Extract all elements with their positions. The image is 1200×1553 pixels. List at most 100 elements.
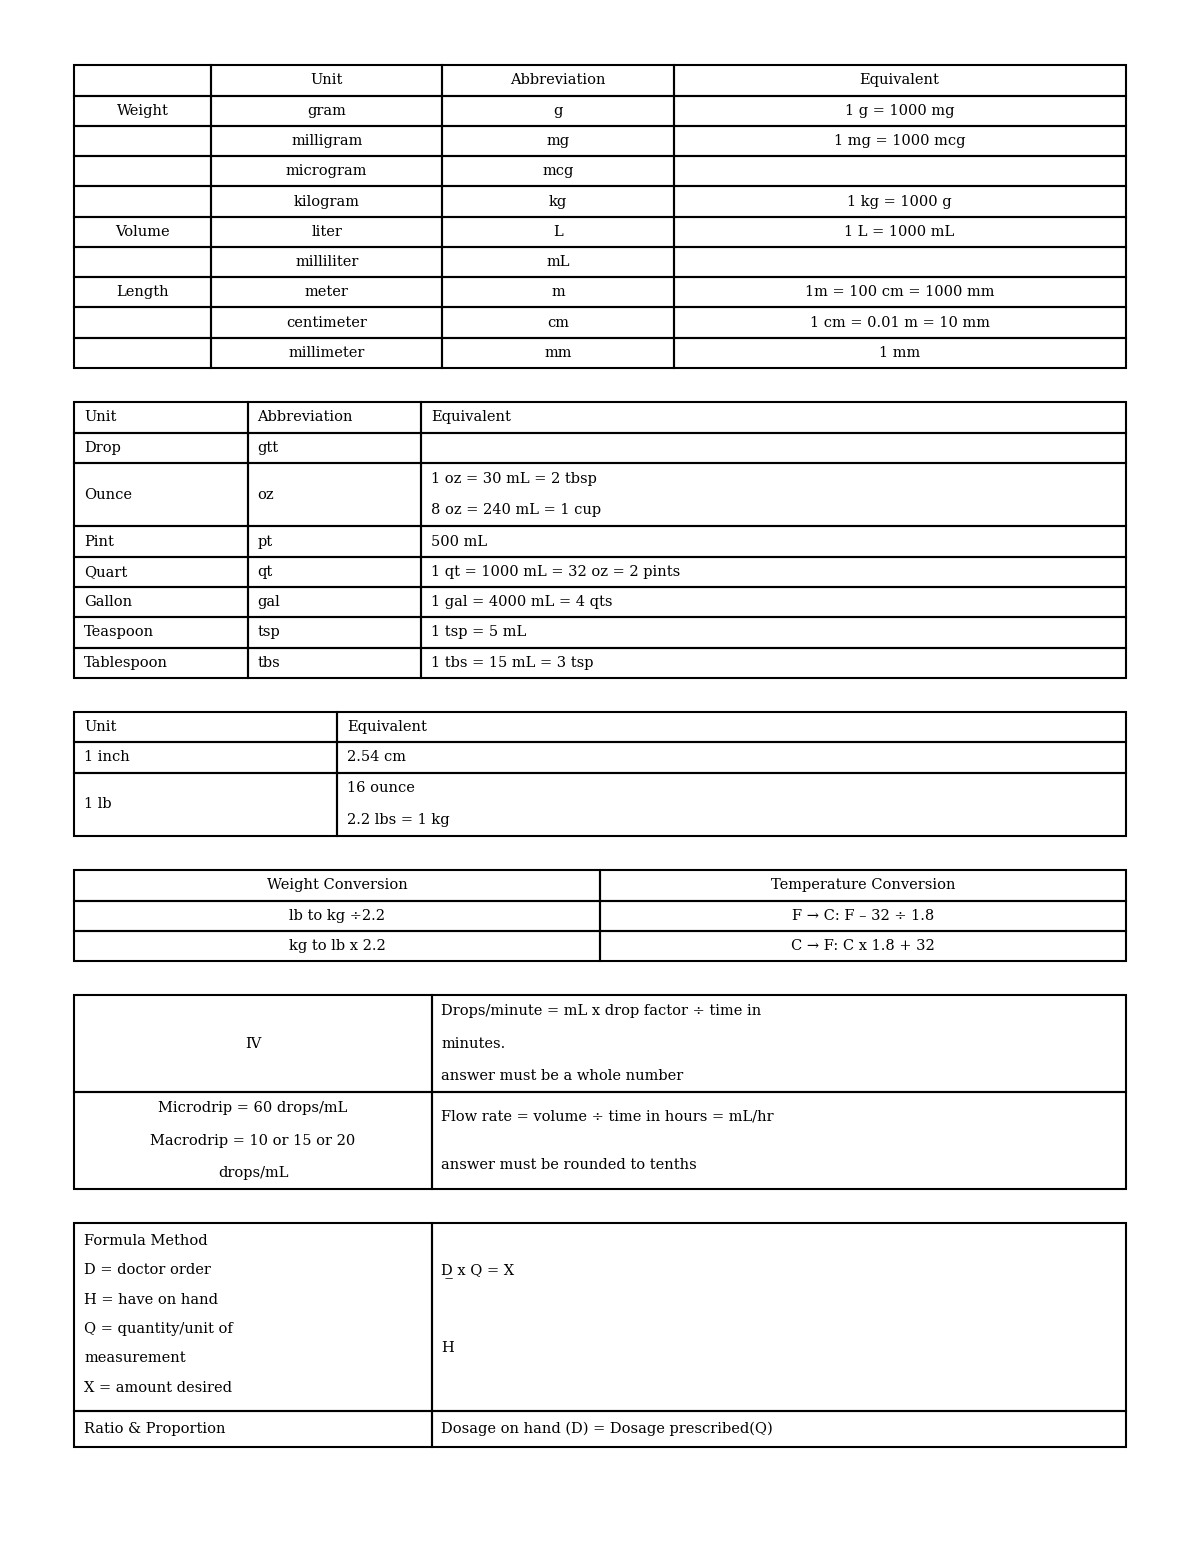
Bar bbox=[673, 126, 1126, 155]
Text: Unit: Unit bbox=[84, 721, 116, 735]
Bar bbox=[74, 930, 600, 961]
Bar bbox=[443, 96, 673, 126]
Text: 2.2 lbs = 1 kg: 2.2 lbs = 1 kg bbox=[347, 814, 450, 828]
Bar bbox=[421, 526, 1126, 556]
Bar bbox=[248, 526, 421, 556]
Text: Weight: Weight bbox=[116, 104, 169, 118]
Text: Tablespoon: Tablespoon bbox=[84, 655, 168, 669]
Text: m: m bbox=[551, 286, 565, 300]
Bar bbox=[74, 337, 211, 368]
Text: 1 qt = 1000 mL = 32 oz = 2 pints: 1 qt = 1000 mL = 32 oz = 2 pints bbox=[431, 565, 680, 579]
Text: measurement: measurement bbox=[84, 1351, 186, 1365]
Bar bbox=[673, 247, 1126, 276]
Bar bbox=[600, 870, 1126, 901]
Text: mm: mm bbox=[545, 346, 571, 360]
Bar bbox=[74, 216, 211, 247]
Bar bbox=[432, 995, 1126, 1092]
Text: X = amount desired: X = amount desired bbox=[84, 1381, 232, 1395]
Text: lb to kg ÷2.2: lb to kg ÷2.2 bbox=[289, 909, 385, 922]
Bar bbox=[74, 126, 211, 155]
Text: 1 L = 1000 mL: 1 L = 1000 mL bbox=[845, 225, 955, 239]
Text: gtt: gtt bbox=[258, 441, 278, 455]
Bar bbox=[74, 901, 600, 930]
Text: Flow rate = volume ÷ time in hours = mL/hr: Flow rate = volume ÷ time in hours = mL/… bbox=[442, 1109, 774, 1123]
Text: 1 mm: 1 mm bbox=[878, 346, 920, 360]
Text: 2.54 cm: 2.54 cm bbox=[347, 750, 406, 764]
Text: qt: qt bbox=[258, 565, 272, 579]
Bar bbox=[74, 617, 248, 648]
Text: IV: IV bbox=[245, 1037, 262, 1051]
Bar bbox=[443, 337, 673, 368]
Bar bbox=[74, 96, 211, 126]
Bar bbox=[432, 1092, 1126, 1190]
Bar bbox=[74, 65, 211, 96]
Bar bbox=[211, 247, 443, 276]
Text: answer must be rounded to tenths: answer must be rounded to tenths bbox=[442, 1159, 697, 1173]
Text: Unit: Unit bbox=[311, 73, 343, 87]
Text: D = doctor order: D = doctor order bbox=[84, 1263, 211, 1277]
Text: kg: kg bbox=[548, 194, 568, 208]
Bar bbox=[74, 186, 211, 216]
Bar bbox=[248, 648, 421, 677]
Text: mcg: mcg bbox=[542, 165, 574, 179]
Text: 16 ounce: 16 ounce bbox=[347, 781, 415, 795]
Bar bbox=[673, 337, 1126, 368]
Text: L: L bbox=[553, 225, 563, 239]
Bar bbox=[443, 247, 673, 276]
Text: centimeter: centimeter bbox=[287, 315, 367, 329]
Bar bbox=[443, 155, 673, 186]
Bar bbox=[673, 307, 1126, 337]
Bar bbox=[600, 901, 1126, 930]
Text: Teaspoon: Teaspoon bbox=[84, 626, 154, 640]
Bar bbox=[421, 648, 1126, 677]
Text: Ratio & Proportion: Ratio & Proportion bbox=[84, 1423, 226, 1437]
Text: 1 inch: 1 inch bbox=[84, 750, 130, 764]
Bar bbox=[337, 772, 1126, 836]
Text: Quart: Quart bbox=[84, 565, 127, 579]
Bar bbox=[248, 556, 421, 587]
Bar bbox=[211, 186, 443, 216]
Text: mL: mL bbox=[546, 255, 570, 269]
Bar bbox=[74, 432, 248, 463]
Text: tbs: tbs bbox=[258, 655, 280, 669]
Bar bbox=[248, 432, 421, 463]
Bar bbox=[443, 276, 673, 307]
Text: minutes.: minutes. bbox=[442, 1037, 505, 1051]
Text: cm: cm bbox=[547, 315, 569, 329]
Text: Macrodrip = 10 or 15 or 20: Macrodrip = 10 or 15 or 20 bbox=[150, 1134, 355, 1148]
Text: Abbreviation: Abbreviation bbox=[258, 410, 353, 424]
Bar bbox=[74, 772, 337, 836]
Bar bbox=[74, 1224, 432, 1412]
Bar bbox=[443, 126, 673, 155]
Text: D̲ x Q = X: D̲ x Q = X bbox=[442, 1263, 515, 1278]
Text: Ounce: Ounce bbox=[84, 488, 132, 502]
Bar bbox=[74, 247, 211, 276]
Text: 1 tbs = 15 mL = 3 tsp: 1 tbs = 15 mL = 3 tsp bbox=[431, 655, 593, 669]
Text: 1m = 100 cm = 1000 mm: 1m = 100 cm = 1000 mm bbox=[805, 286, 995, 300]
Bar bbox=[211, 337, 443, 368]
Text: Drop: Drop bbox=[84, 441, 121, 455]
Bar bbox=[74, 995, 432, 1092]
Bar bbox=[673, 186, 1126, 216]
Text: milligram: milligram bbox=[292, 134, 362, 148]
Bar bbox=[421, 556, 1126, 587]
Text: microgram: microgram bbox=[286, 165, 367, 179]
Bar bbox=[673, 216, 1126, 247]
Text: C → F: C x 1.8 + 32: C → F: C x 1.8 + 32 bbox=[791, 940, 935, 954]
Bar bbox=[248, 402, 421, 432]
Text: kg to lb x 2.2: kg to lb x 2.2 bbox=[289, 940, 385, 954]
Text: drops/mL: drops/mL bbox=[218, 1166, 288, 1180]
Bar bbox=[421, 402, 1126, 432]
Text: Unit: Unit bbox=[84, 410, 116, 424]
Text: F → C: F – 32 ÷ 1.8: F → C: F – 32 ÷ 1.8 bbox=[792, 909, 934, 922]
Bar bbox=[74, 155, 211, 186]
Bar bbox=[248, 463, 421, 526]
Bar bbox=[211, 96, 443, 126]
Text: Dosage on hand (D) = Dosage prescribed(Q): Dosage on hand (D) = Dosage prescribed(Q… bbox=[442, 1423, 773, 1437]
Bar bbox=[432, 1224, 1126, 1412]
Text: 1 lb: 1 lb bbox=[84, 797, 112, 811]
Text: 1 gal = 4000 mL = 4 qts: 1 gal = 4000 mL = 4 qts bbox=[431, 595, 612, 609]
Text: Equivalent: Equivalent bbox=[431, 410, 511, 424]
Bar bbox=[211, 65, 443, 96]
Text: Temperature Conversion: Temperature Conversion bbox=[770, 879, 955, 893]
